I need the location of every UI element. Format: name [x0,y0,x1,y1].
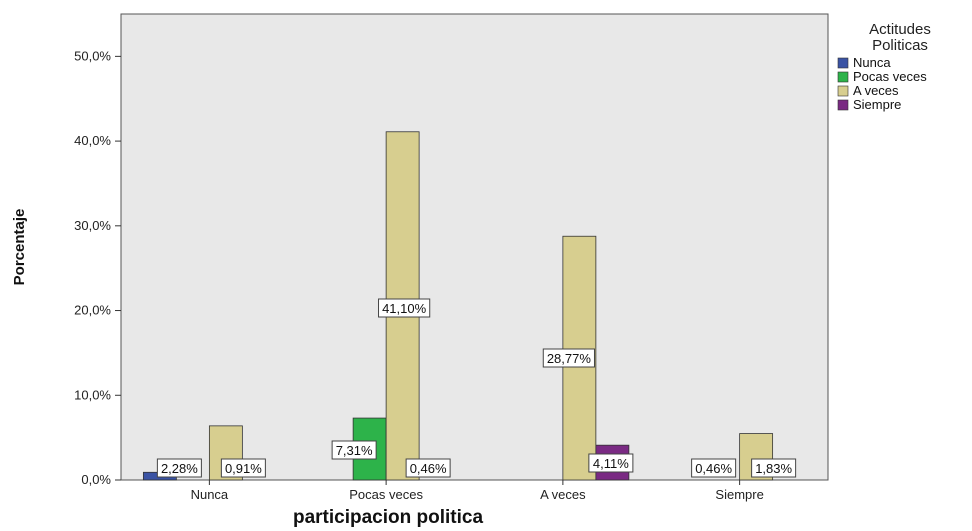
x-tick-label: A veces [540,487,586,502]
x-tick-label: Pocas veces [349,487,423,502]
x-tick-label: Siempre [715,487,763,502]
data-label: 4,11% [588,453,634,473]
data-label: 1,83% [751,458,797,478]
x-axis-title: participacion politica [293,507,483,528]
svg-text:0,91%: 0,91% [225,461,262,476]
x-axis-categories: Nunca Pocas veces A veces Siempre [191,480,764,502]
svg-text:Pocas veces: Pocas veces [853,69,927,84]
svg-text:1,83%: 1,83% [755,461,792,476]
data-label: 7,31% [331,440,377,460]
data-label: 2,28% [156,458,202,478]
y-tick-label: 20,0% [74,303,111,318]
svg-text:41,10%: 41,10% [382,301,427,316]
legend-title-line-2: Politicas [872,37,928,54]
svg-text:A veces: A veces [853,83,899,98]
data-labels: 2,28% 0,91% 41,10% 7,31% 0,46% 28,77% 4,11% 0,4… [156,298,797,478]
x-tick-label: Nunca [191,487,229,502]
y-tick-label: 30,0% [74,218,111,233]
plot-area [120,13,829,481]
legend-item: Siempre [837,97,901,112]
legend-item: Nunca [837,55,891,70]
data-label: 0,46% [405,458,451,478]
svg-text:0,46%: 0,46% [410,461,447,476]
svg-text:2,28%: 2,28% [161,461,198,476]
data-label: 0,46% [691,458,737,478]
legend-item: Pocas veces [837,69,927,84]
y-tick-label: 0,0% [81,472,111,487]
svg-text:7,31%: 7,31% [336,443,373,458]
legend-item: A veces [837,83,899,98]
y-tick-label: 40,0% [74,133,111,148]
svg-text:Siempre: Siempre [853,97,901,112]
svg-text:Nunca: Nunca [853,55,891,70]
svg-text:0,46%: 0,46% [695,461,732,476]
y-tick-label: 10,0% [74,387,111,402]
y-axis-title: Porcentaje [11,209,28,286]
svg-text:4,11%: 4,11% [593,456,629,471]
data-label: 28,77% [542,348,595,368]
data-label: 0,91% [220,458,266,478]
y-axis-ticks: 0,0% 10,0% 20,0% 30,0% 40,0% 50,0% [74,48,121,487]
y-tick-label: 50,0% [74,48,111,63]
legend-title-line-1: Actitudes [869,21,931,38]
data-label: 41,10% [378,298,431,318]
svg-text:28,77%: 28,77% [547,351,592,366]
